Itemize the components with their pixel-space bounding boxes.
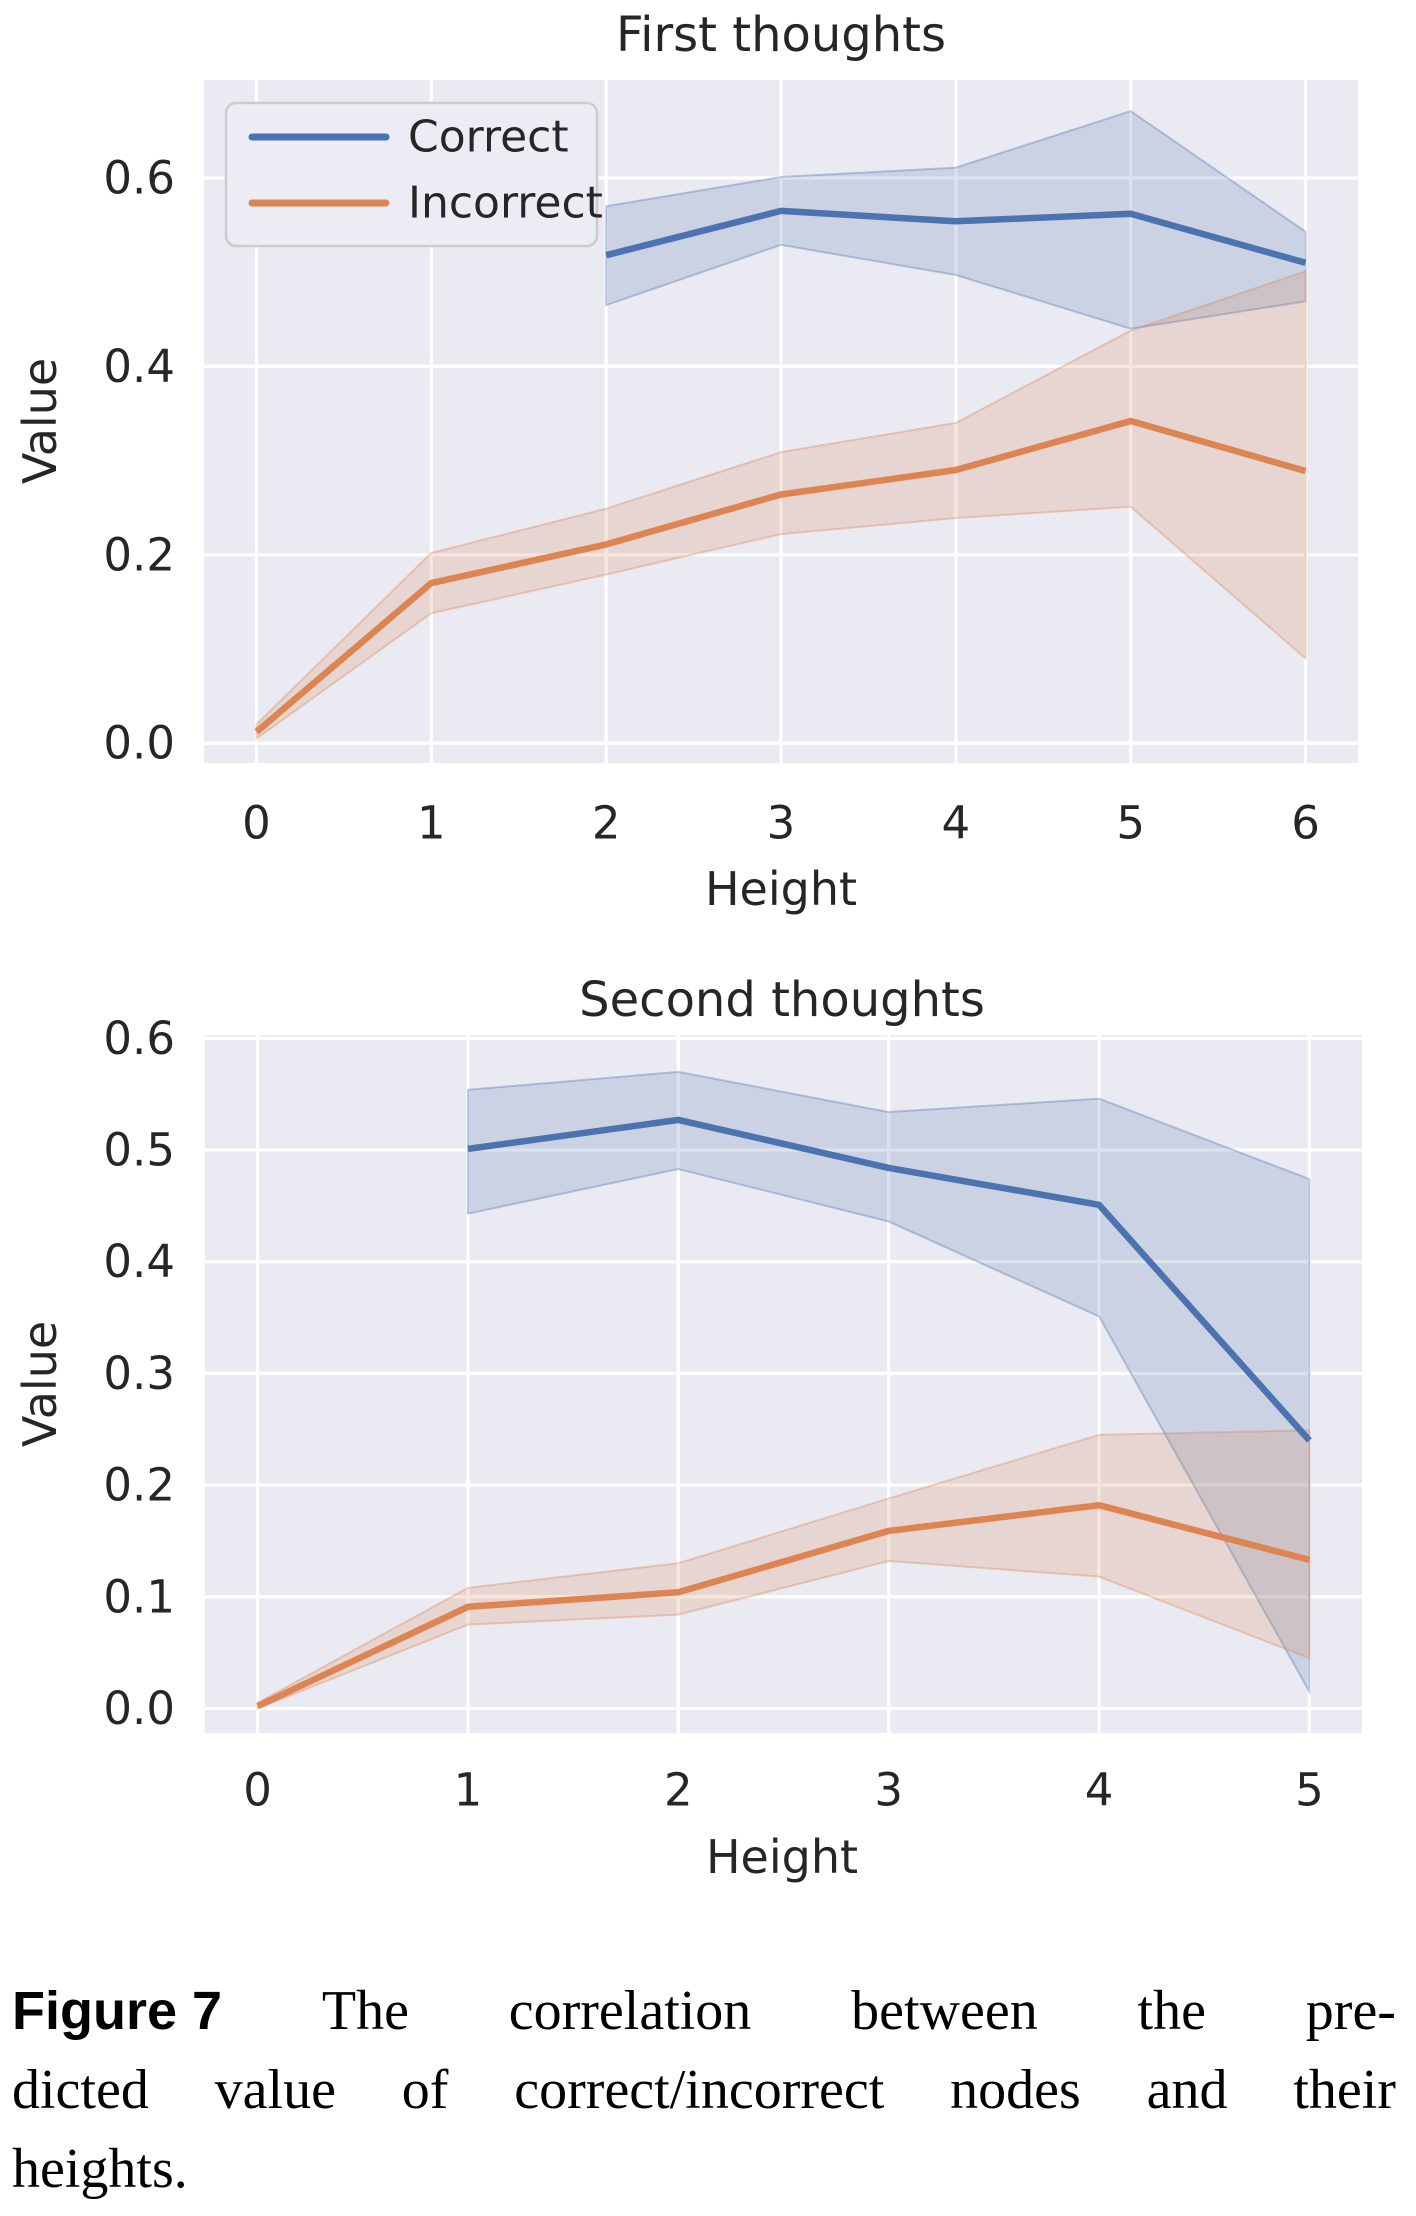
x-tick-label: 1 [454, 1764, 483, 1817]
caption-word: between [851, 1980, 1038, 2042]
x-tick-label: 4 [1085, 1764, 1114, 1817]
caption-word: correct/incorrect [514, 2059, 885, 2121]
y-tick-label: 0.0 [103, 717, 175, 770]
x-tick-label: 6 [1291, 797, 1320, 850]
confidence-band-incorrect [256, 1429, 1311, 1710]
x-axis-label: Height [706, 1830, 858, 1884]
figure-number-label: Figure 7 [12, 1981, 223, 2041]
caption-word: The [321, 1980, 409, 2042]
x-tick-label: 3 [767, 797, 796, 850]
y-tick-label: 0.1 [103, 1570, 175, 1623]
x-axis-label: Height [705, 862, 857, 916]
y-axis-label: Value [13, 1321, 67, 1447]
caption-line: heights. [12, 2130, 1396, 2209]
x-tick-label: 0 [243, 1764, 272, 1817]
legend-label-incorrect: Incorrect [408, 178, 603, 229]
confidence-band-incorrect [255, 269, 1307, 741]
y-tick-label: 0.4 [103, 340, 175, 393]
y-tick-label: 0.2 [103, 528, 175, 581]
y-tick-label: 0.2 [103, 1459, 175, 1512]
caption-word: correlation [508, 1980, 752, 2042]
y-tick-label: 0.4 [103, 1235, 175, 1288]
caption-line: Figure 7 The correlation between the pre- [12, 1972, 1396, 2051]
caption-line: dicted value of correct/incorrect nodes and th… [12, 2051, 1396, 2130]
y-tick-label: 0.0 [103, 1682, 175, 1735]
caption-word: their [1293, 2059, 1396, 2121]
caption-word: heights. [12, 2138, 188, 2200]
x-tick-label: 5 [1295, 1764, 1324, 1817]
second-thoughts-chart: 0 1 2 3 4 5 0.0 0.1 0.2 0.3 0.4 0.5 0.6 Second though… [13, 972, 1362, 1884]
chart-title: First thoughts [616, 7, 946, 63]
y-tick-label: 0.6 [103, 1012, 175, 1065]
caption-word: pre- [1305, 1980, 1396, 2042]
caption-word: nodes [950, 2059, 1081, 2121]
x-tick-label: 3 [874, 1764, 903, 1817]
confidence-band-correct [466, 1070, 1311, 1696]
x-tick-label: 2 [664, 1764, 693, 1817]
x-tick-label: 1 [417, 797, 446, 850]
caption-word: of [401, 2059, 449, 2121]
series-line-incorrect [256, 1501, 1311, 1710]
caption-word: the [1137, 1980, 1206, 2042]
caption-word: dicted [12, 2059, 149, 2121]
figure-caption: Figure 7 The correlation between the pre-dict… [12, 1972, 1396, 2209]
y-axis-label: Value [13, 358, 67, 484]
caption-word: value [214, 2059, 336, 2121]
series-line-incorrect [254, 417, 1307, 735]
first-thoughts-chart: 0 1 2 3 4 5 6 0.0 0.2 0.4 0.6 First thoughts Height V… [13, 7, 1358, 916]
y-tick-label: 0.3 [103, 1347, 175, 1400]
series-line-correct [605, 207, 1307, 266]
series-line-correct [467, 1116, 1312, 1443]
caption-word: and [1146, 2059, 1228, 2121]
y-tick-label: 0.6 [103, 151, 175, 204]
chart-title: Second thoughts [579, 972, 985, 1028]
y-tick-label: 0.5 [103, 1124, 175, 1177]
legend-label-correct: Correct [408, 112, 569, 163]
x-tick-label: 2 [592, 797, 621, 850]
x-tick-label: 0 [242, 797, 271, 850]
x-tick-label: 5 [1116, 797, 1145, 850]
x-tick-label: 4 [942, 797, 971, 850]
